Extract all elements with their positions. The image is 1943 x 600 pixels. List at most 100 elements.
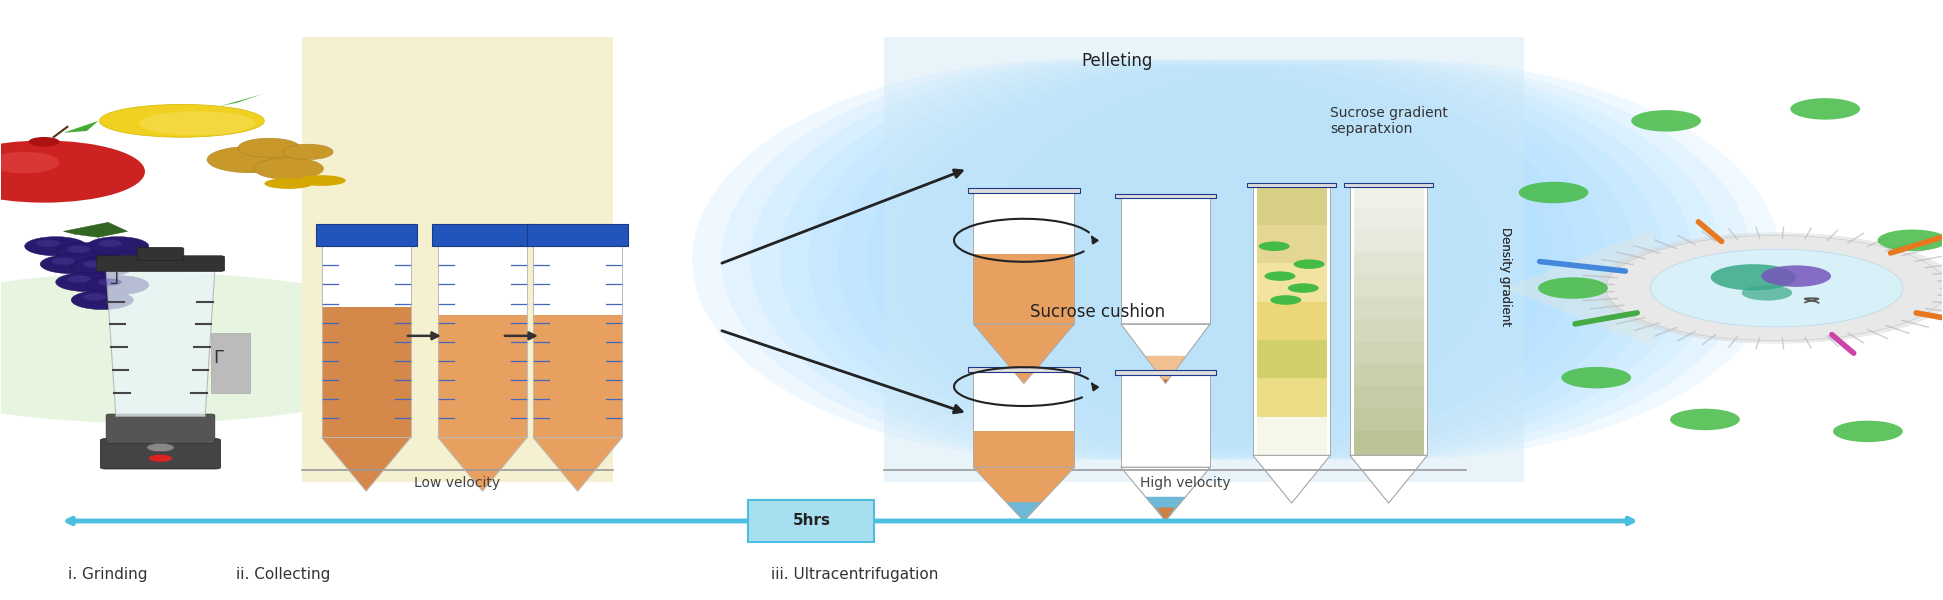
Circle shape	[0, 140, 146, 203]
Polygon shape	[1253, 455, 1331, 503]
Text: i. Grinding: i. Grinding	[68, 567, 148, 582]
Ellipse shape	[983, 59, 1751, 460]
Polygon shape	[321, 437, 410, 491]
Polygon shape	[1345, 183, 1434, 187]
Circle shape	[208, 146, 293, 173]
Polygon shape	[532, 315, 622, 437]
Polygon shape	[431, 224, 532, 246]
FancyBboxPatch shape	[1354, 207, 1424, 232]
Circle shape	[255, 158, 323, 179]
FancyBboxPatch shape	[1354, 230, 1424, 254]
Polygon shape	[1247, 183, 1337, 187]
Circle shape	[25, 236, 87, 256]
FancyBboxPatch shape	[1257, 187, 1327, 225]
FancyBboxPatch shape	[97, 256, 225, 271]
Polygon shape	[437, 437, 527, 491]
Polygon shape	[437, 246, 527, 437]
FancyBboxPatch shape	[1354, 364, 1424, 388]
Polygon shape	[1350, 187, 1428, 455]
Polygon shape	[973, 324, 1074, 383]
Polygon shape	[1164, 379, 1168, 383]
Circle shape	[87, 275, 150, 295]
Polygon shape	[532, 246, 622, 437]
FancyBboxPatch shape	[1257, 417, 1327, 455]
Ellipse shape	[99, 104, 264, 137]
Polygon shape	[1115, 370, 1216, 374]
Circle shape	[56, 242, 119, 262]
Polygon shape	[973, 467, 1074, 521]
Polygon shape	[64, 121, 99, 133]
FancyBboxPatch shape	[1354, 319, 1424, 343]
Circle shape	[1760, 265, 1830, 287]
Ellipse shape	[750, 59, 1519, 460]
Circle shape	[1562, 367, 1632, 388]
Circle shape	[37, 239, 60, 247]
FancyBboxPatch shape	[1354, 274, 1424, 299]
Polygon shape	[107, 270, 216, 416]
Circle shape	[41, 254, 103, 274]
Ellipse shape	[140, 111, 256, 135]
Circle shape	[99, 239, 122, 247]
FancyBboxPatch shape	[884, 37, 1525, 482]
Polygon shape	[1253, 187, 1331, 455]
Text: Sucrose gradient
separatxion: Sucrose gradient separatxion	[1331, 106, 1448, 136]
Ellipse shape	[297, 175, 346, 186]
FancyBboxPatch shape	[301, 37, 612, 482]
Circle shape	[84, 293, 107, 301]
Polygon shape	[973, 467, 1074, 521]
Polygon shape	[973, 254, 1074, 324]
Circle shape	[1265, 271, 1296, 281]
Circle shape	[1741, 285, 1791, 301]
Polygon shape	[1146, 497, 1185, 521]
Circle shape	[0, 152, 60, 173]
Polygon shape	[222, 94, 264, 106]
Circle shape	[99, 278, 122, 286]
Circle shape	[68, 245, 91, 253]
Polygon shape	[1121, 324, 1210, 383]
Polygon shape	[1350, 455, 1428, 503]
Polygon shape	[321, 246, 410, 437]
Circle shape	[1539, 277, 1609, 299]
Polygon shape	[1115, 194, 1216, 199]
Text: Γ: Γ	[214, 349, 223, 367]
Circle shape	[103, 251, 165, 271]
Polygon shape	[973, 324, 1074, 383]
Ellipse shape	[867, 59, 1636, 460]
Polygon shape	[64, 223, 128, 237]
Polygon shape	[1006, 502, 1041, 521]
Text: iii. Ultracentrifugation: iii. Ultracentrifugation	[771, 567, 938, 582]
Ellipse shape	[721, 59, 1490, 460]
Circle shape	[56, 272, 119, 292]
Circle shape	[284, 144, 332, 160]
Circle shape	[72, 257, 134, 277]
Circle shape	[1832, 421, 1902, 442]
Text: High velocity: High velocity	[1141, 476, 1230, 490]
Polygon shape	[1146, 499, 1183, 521]
Circle shape	[1877, 230, 1943, 251]
Polygon shape	[321, 437, 410, 491]
Circle shape	[1519, 182, 1589, 203]
Ellipse shape	[264, 178, 313, 189]
FancyBboxPatch shape	[1257, 379, 1327, 417]
FancyBboxPatch shape	[1257, 225, 1327, 263]
Circle shape	[1259, 241, 1290, 251]
Polygon shape	[968, 188, 1080, 193]
Circle shape	[1632, 110, 1700, 131]
Polygon shape	[532, 437, 622, 491]
Text: Density gradient: Density gradient	[1498, 227, 1512, 326]
FancyBboxPatch shape	[748, 500, 874, 542]
Polygon shape	[532, 437, 622, 491]
FancyBboxPatch shape	[138, 247, 185, 260]
Circle shape	[1597, 233, 1943, 344]
FancyBboxPatch shape	[1354, 431, 1424, 455]
Polygon shape	[212, 333, 251, 392]
Ellipse shape	[837, 59, 1607, 460]
Polygon shape	[527, 224, 628, 246]
FancyBboxPatch shape	[1257, 263, 1327, 302]
Circle shape	[52, 257, 76, 265]
Polygon shape	[1156, 508, 1174, 521]
Circle shape	[1650, 249, 1902, 327]
Polygon shape	[321, 307, 410, 437]
FancyBboxPatch shape	[1354, 341, 1424, 365]
Ellipse shape	[896, 59, 1663, 460]
